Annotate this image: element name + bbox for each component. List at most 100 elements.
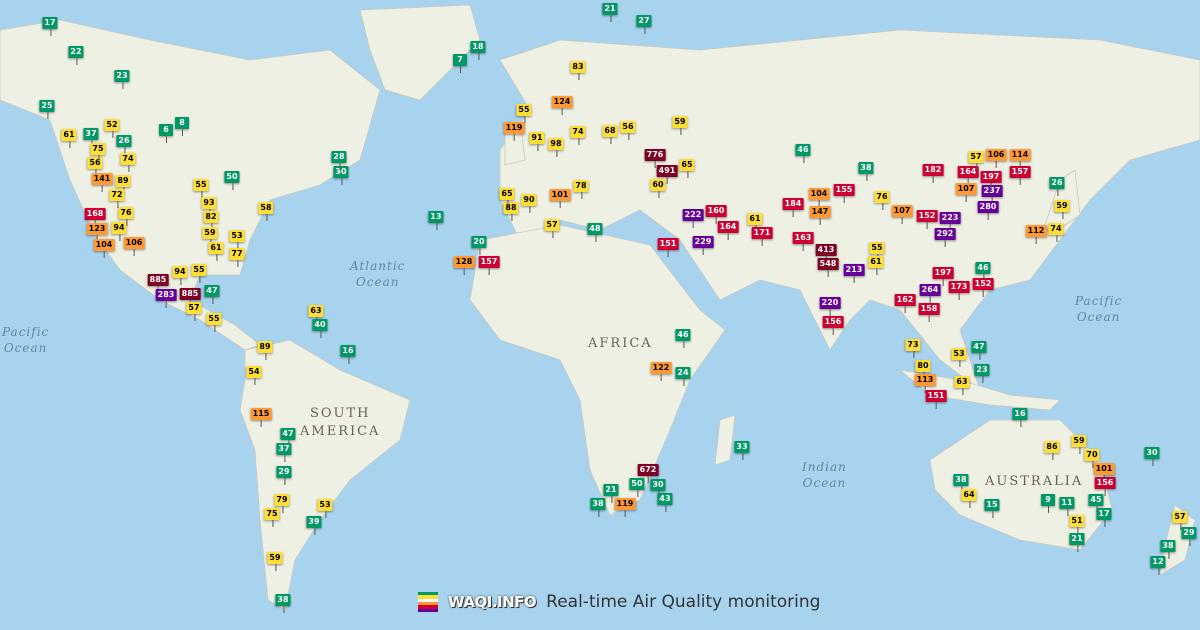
aqi-station-marker[interactable]: 158	[918, 303, 940, 322]
aqi-station-marker[interactable]: 46	[795, 144, 811, 163]
aqi-station-marker[interactable]: 16	[340, 345, 356, 364]
aqi-station-marker[interactable]: 72	[109, 189, 125, 208]
aqi-station-marker[interactable]: 101	[549, 189, 571, 208]
aqi-station-marker[interactable]: 164	[957, 166, 979, 185]
aqi-station-marker[interactable]: 61	[868, 256, 884, 275]
aqi-station-marker[interactable]: 21	[603, 484, 619, 503]
aqi-station-marker[interactable]: 59	[267, 552, 283, 571]
aqi-station-marker[interactable]: 50	[629, 478, 645, 497]
aqi-station-marker[interactable]: 104	[93, 239, 115, 258]
aqi-station-marker[interactable]: 23	[114, 70, 130, 89]
aqi-station-marker[interactable]: 51	[1069, 515, 1085, 534]
aqi-station-marker[interactable]: 20	[471, 236, 487, 255]
aqi-station-marker[interactable]: 53	[317, 499, 333, 518]
aqi-station-marker[interactable]: 94	[172, 266, 188, 285]
aqi-station-marker[interactable]: 61	[61, 129, 77, 148]
aqi-station-marker[interactable]: 173	[948, 281, 970, 300]
aqi-station-marker[interactable]: 60	[650, 179, 666, 198]
aqi-station-marker[interactable]: 491	[656, 165, 678, 184]
aqi-station-marker[interactable]: 38	[953, 474, 969, 493]
aqi-station-marker[interactable]: 264	[919, 284, 941, 303]
aqi-station-marker[interactable]: 74	[570, 126, 586, 145]
aqi-station-marker[interactable]: 57	[968, 151, 984, 170]
aqi-station-marker[interactable]: 106	[123, 237, 145, 256]
aqi-station-marker[interactable]: 37	[83, 128, 99, 147]
aqi-station-marker[interactable]: 47	[204, 285, 220, 304]
aqi-station-marker[interactable]: 23	[974, 364, 990, 383]
aqi-station-marker[interactable]: 152	[972, 278, 994, 297]
aqi-station-marker[interactable]: 56	[620, 121, 636, 140]
aqi-station-marker[interactable]: 220	[819, 297, 841, 316]
aqi-station-marker[interactable]: 63	[308, 305, 324, 324]
aqi-station-marker[interactable]: 12	[1150, 556, 1166, 575]
aqi-station-marker[interactable]: 122	[650, 362, 672, 381]
aqi-station-marker[interactable]: 18	[470, 41, 486, 60]
aqi-station-marker[interactable]: 171	[751, 227, 773, 246]
aqi-station-marker[interactable]: 59	[202, 227, 218, 246]
aqi-station-marker[interactable]: 119	[503, 122, 525, 141]
aqi-station-marker[interactable]: 47	[971, 341, 987, 360]
aqi-station-marker[interactable]: 9	[1041, 494, 1055, 513]
aqi-station-marker[interactable]: 38	[1160, 540, 1176, 559]
aqi-station-marker[interactable]: 182	[922, 164, 944, 183]
aqi-station-marker[interactable]: 197	[980, 171, 1002, 190]
aqi-station-marker[interactable]: 65	[679, 159, 695, 178]
aqi-station-marker[interactable]: 64	[961, 489, 977, 508]
aqi-station-marker[interactable]: 152	[916, 210, 938, 229]
aqi-station-marker[interactable]: 115	[250, 408, 272, 427]
aqi-station-marker[interactable]: 57	[544, 219, 560, 238]
aqi-station-marker[interactable]: 38	[275, 594, 291, 613]
aqi-station-marker[interactable]: 43	[657, 493, 673, 512]
aqi-station-marker[interactable]: 94	[111, 222, 127, 241]
aqi-station-marker[interactable]: 47	[280, 428, 296, 447]
aqi-station-marker[interactable]: 26	[1049, 177, 1065, 196]
aqi-station-marker[interactable]: 76	[118, 207, 134, 226]
aqi-station-marker[interactable]: 59	[1071, 435, 1087, 454]
aqi-station-marker[interactable]: 885	[147, 274, 169, 293]
aqi-station-marker[interactable]: 98	[548, 138, 564, 157]
aqi-station-marker[interactable]: 26	[116, 135, 132, 154]
aqi-station-marker[interactable]: 160	[705, 205, 727, 224]
aqi-station-marker[interactable]: 52	[104, 119, 120, 138]
aqi-station-marker[interactable]: 46	[975, 262, 991, 281]
aqi-station-marker[interactable]: 155	[833, 184, 855, 203]
aqi-station-marker[interactable]: 280	[977, 201, 999, 220]
aqi-station-marker[interactable]: 151	[925, 390, 947, 409]
aqi-station-marker[interactable]: 184	[782, 198, 804, 217]
aqi-station-marker[interactable]: 55	[516, 104, 532, 123]
aqi-station-marker[interactable]: 283	[155, 289, 177, 308]
aqi-station-marker[interactable]: 56	[87, 157, 103, 176]
aqi-station-marker[interactable]: 237	[981, 185, 1003, 204]
aqi-station-marker[interactable]: 77	[229, 248, 245, 267]
aqi-station-marker[interactable]: 22	[68, 46, 84, 65]
aqi-station-marker[interactable]: 39	[306, 516, 322, 535]
aqi-station-marker[interactable]: 37	[276, 443, 292, 462]
aqi-station-marker[interactable]: 25	[39, 100, 55, 119]
aqi-station-marker[interactable]: 141	[91, 173, 113, 192]
aqi-station-marker[interactable]: 79	[274, 494, 290, 513]
aqi-station-marker[interactable]: 33	[734, 441, 750, 460]
aqi-station-marker[interactable]: 112	[1025, 225, 1047, 244]
aqi-station-marker[interactable]: 40	[312, 319, 328, 338]
aqi-station-marker[interactable]: 672	[637, 464, 659, 483]
aqi-station-marker[interactable]: 197	[932, 267, 954, 286]
aqi-station-marker[interactable]: 151	[657, 238, 679, 257]
aqi-station-marker[interactable]: 29	[1181, 527, 1197, 546]
aqi-station-marker[interactable]: 113	[914, 374, 936, 393]
aqi-station-marker[interactable]: 30	[333, 166, 349, 185]
aqi-station-marker[interactable]: 53	[229, 230, 245, 249]
aqi-station-marker[interactable]: 59	[672, 116, 688, 135]
aqi-station-marker[interactable]: 75	[264, 508, 280, 527]
aqi-station-marker[interactable]: 157	[1009, 166, 1031, 185]
aqi-station-marker[interactable]: 885	[179, 288, 201, 307]
aqi-station-marker[interactable]: 162	[894, 294, 916, 313]
aqi-station-marker[interactable]: 6	[159, 124, 173, 143]
aqi-station-marker[interactable]: 46	[675, 329, 691, 348]
aqi-station-marker[interactable]: 55	[869, 242, 885, 261]
aqi-station-marker[interactable]: 59	[1054, 200, 1070, 219]
aqi-station-marker[interactable]: 70	[1084, 449, 1100, 468]
aqi-station-marker[interactable]: 123	[86, 223, 108, 242]
aqi-station-marker[interactable]: 57	[1172, 511, 1188, 530]
aqi-station-marker[interactable]: 101	[1093, 463, 1115, 482]
